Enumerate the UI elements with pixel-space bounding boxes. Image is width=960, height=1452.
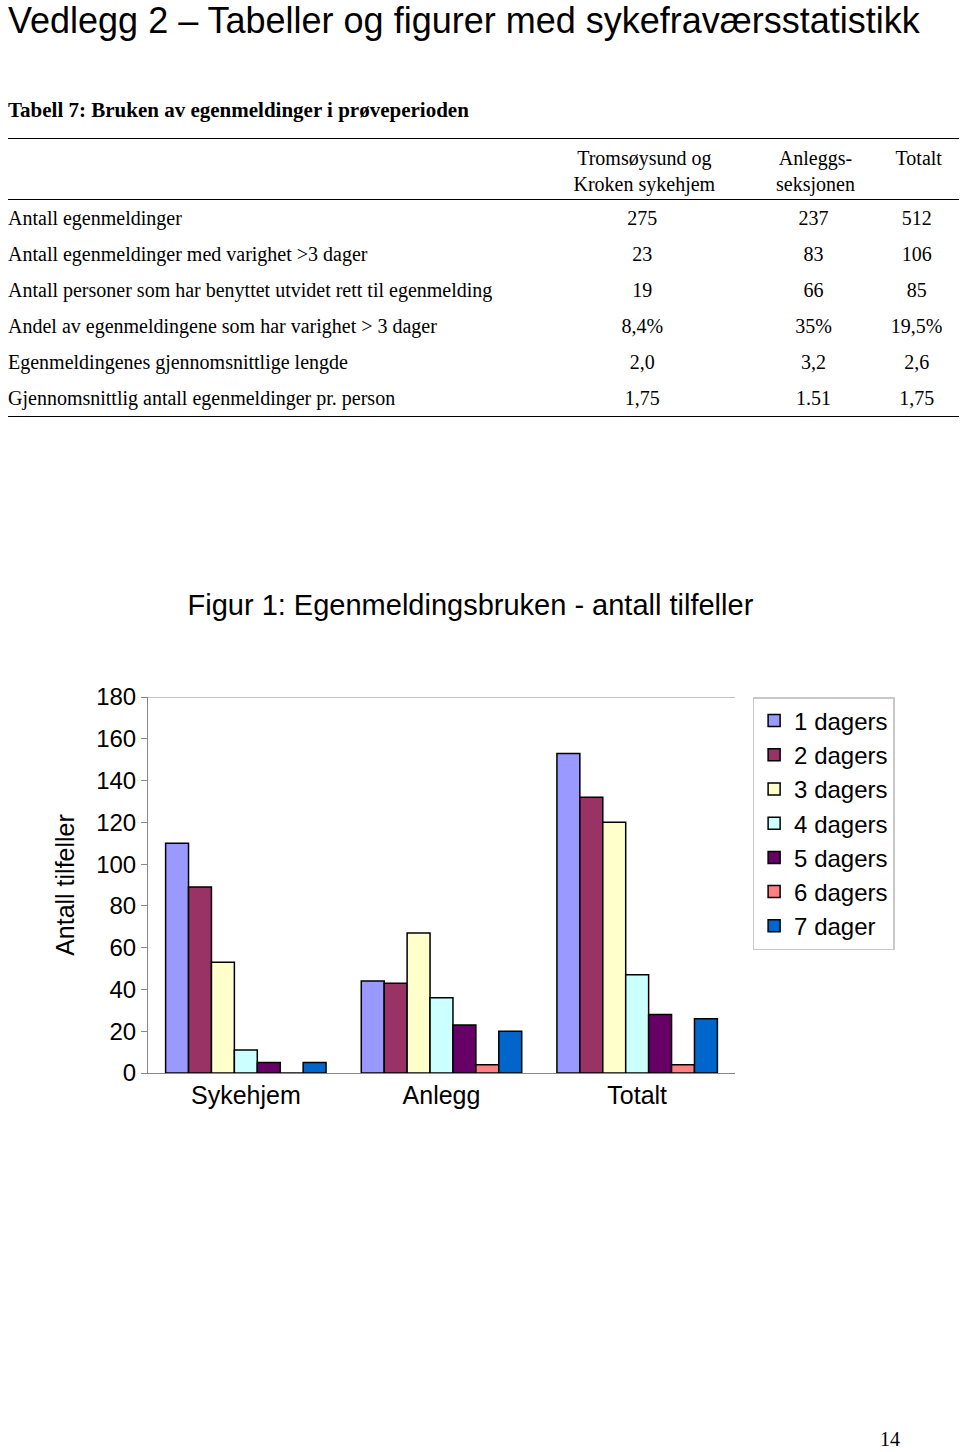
- html-text:19: 19: [632, 279, 653, 301]
- svg-text:1 dagers: 1 dagers: [794, 708, 887, 735]
- svg-text:120: 120: [96, 809, 136, 836]
- html-text:512: 512: [901, 207, 932, 229]
- svg-text:180: 180: [96, 683, 136, 710]
- svg-text:140: 140: [96, 767, 136, 794]
- html-text:83: 83: [803, 243, 824, 265]
- html-text:66: 66: [803, 279, 824, 301]
- svg-text:5 dagers: 5 dagers: [794, 845, 887, 872]
- svg-text:100: 100: [96, 851, 136, 878]
- html-text:85: 85: [906, 279, 927, 301]
- html-text:19,5%: 19,5%: [890, 315, 943, 337]
- svg-text:Figur 1: Egenmeldingsbruken -: Figur 1: Egenmeldingsbruken - antall til…: [188, 589, 754, 621]
- html-text:Antall egenmeldinger med varig: Antall egenmeldinger med varighet >3 dag…: [8, 243, 368, 265]
- html-text:Anleggs-: Anleggs-: [778, 147, 853, 169]
- html-text:1.51: 1.51: [796, 387, 831, 409]
- html-text:2,0: 2,0: [629, 351, 655, 373]
- html-text:Kroken sykehjem: Kroken sykehjem: [573, 173, 716, 195]
- svg-text:Anlegg: Anlegg: [403, 1081, 481, 1109]
- svg-text:Antall tilfeller: Antall tilfeller: [51, 814, 79, 956]
- svg-text:0: 0: [123, 1059, 136, 1086]
- svg-text:160: 160: [96, 725, 136, 752]
- html-text:14: 14: [880, 1428, 900, 1450]
- html-text:1,75: 1,75: [899, 387, 935, 409]
- html-text:Andel av egenmeldingene som ha: Andel av egenmeldingene som har varighet…: [8, 315, 437, 337]
- svg-text:Totalt: Totalt: [607, 1081, 667, 1109]
- html-text:35%: 35%: [795, 315, 832, 337]
- html-text:Egenmeldingenes gjennomsnittli: Egenmeldingenes gjennomsnittlige lengde: [8, 351, 348, 373]
- html-text:23: 23: [632, 243, 653, 265]
- svg-text:3 dagers: 3 dagers: [794, 776, 887, 803]
- html-text:106: 106: [901, 243, 932, 265]
- html-text:275: 275: [627, 207, 658, 229]
- html-text:Tabell 7: Bruken av egenmeldin: Tabell 7: Bruken av egenmeldinger i prøv…: [8, 98, 469, 122]
- svg-text:7 dager: 7 dager: [794, 913, 875, 940]
- svg-text:80: 80: [109, 892, 136, 919]
- svg-text:4 dagers: 4 dagers: [794, 811, 887, 838]
- svg-text:40: 40: [109, 976, 136, 1003]
- html-text:seksjonen: seksjonen: [776, 173, 855, 195]
- html-text:Totalt: Totalt: [895, 147, 942, 169]
- html-text:Gjennomsnittlig antall egenmel: Gjennomsnittlig antall egenmeldinger pr.…: [8, 387, 396, 409]
- html-text:2,6: 2,6: [904, 351, 930, 373]
- html-text:Vedlegg 2 – Tabeller og figure: Vedlegg 2 – Tabeller og figurer med syke…: [8, 0, 920, 41]
- html-text:Antall egenmeldinger: Antall egenmeldinger: [8, 207, 182, 229]
- html-text:237: 237: [798, 207, 829, 229]
- svg-text:Sykehjem: Sykehjem: [191, 1081, 301, 1109]
- html-text:Tromsøysund og: Tromsøysund og: [577, 147, 712, 169]
- svg-text:60: 60: [109, 934, 136, 961]
- html-text:Antall personer som har benytt: Antall personer som har benyttet utvidet…: [8, 279, 493, 301]
- svg-text:2 dagers: 2 dagers: [794, 742, 887, 769]
- html-text:1,75: 1,75: [624, 387, 660, 409]
- svg-text:20: 20: [109, 1018, 136, 1045]
- html-text:8,4%: 8,4%: [621, 315, 664, 337]
- svg-text:6 dagers: 6 dagers: [794, 879, 887, 906]
- html-text:3,2: 3,2: [801, 351, 826, 373]
